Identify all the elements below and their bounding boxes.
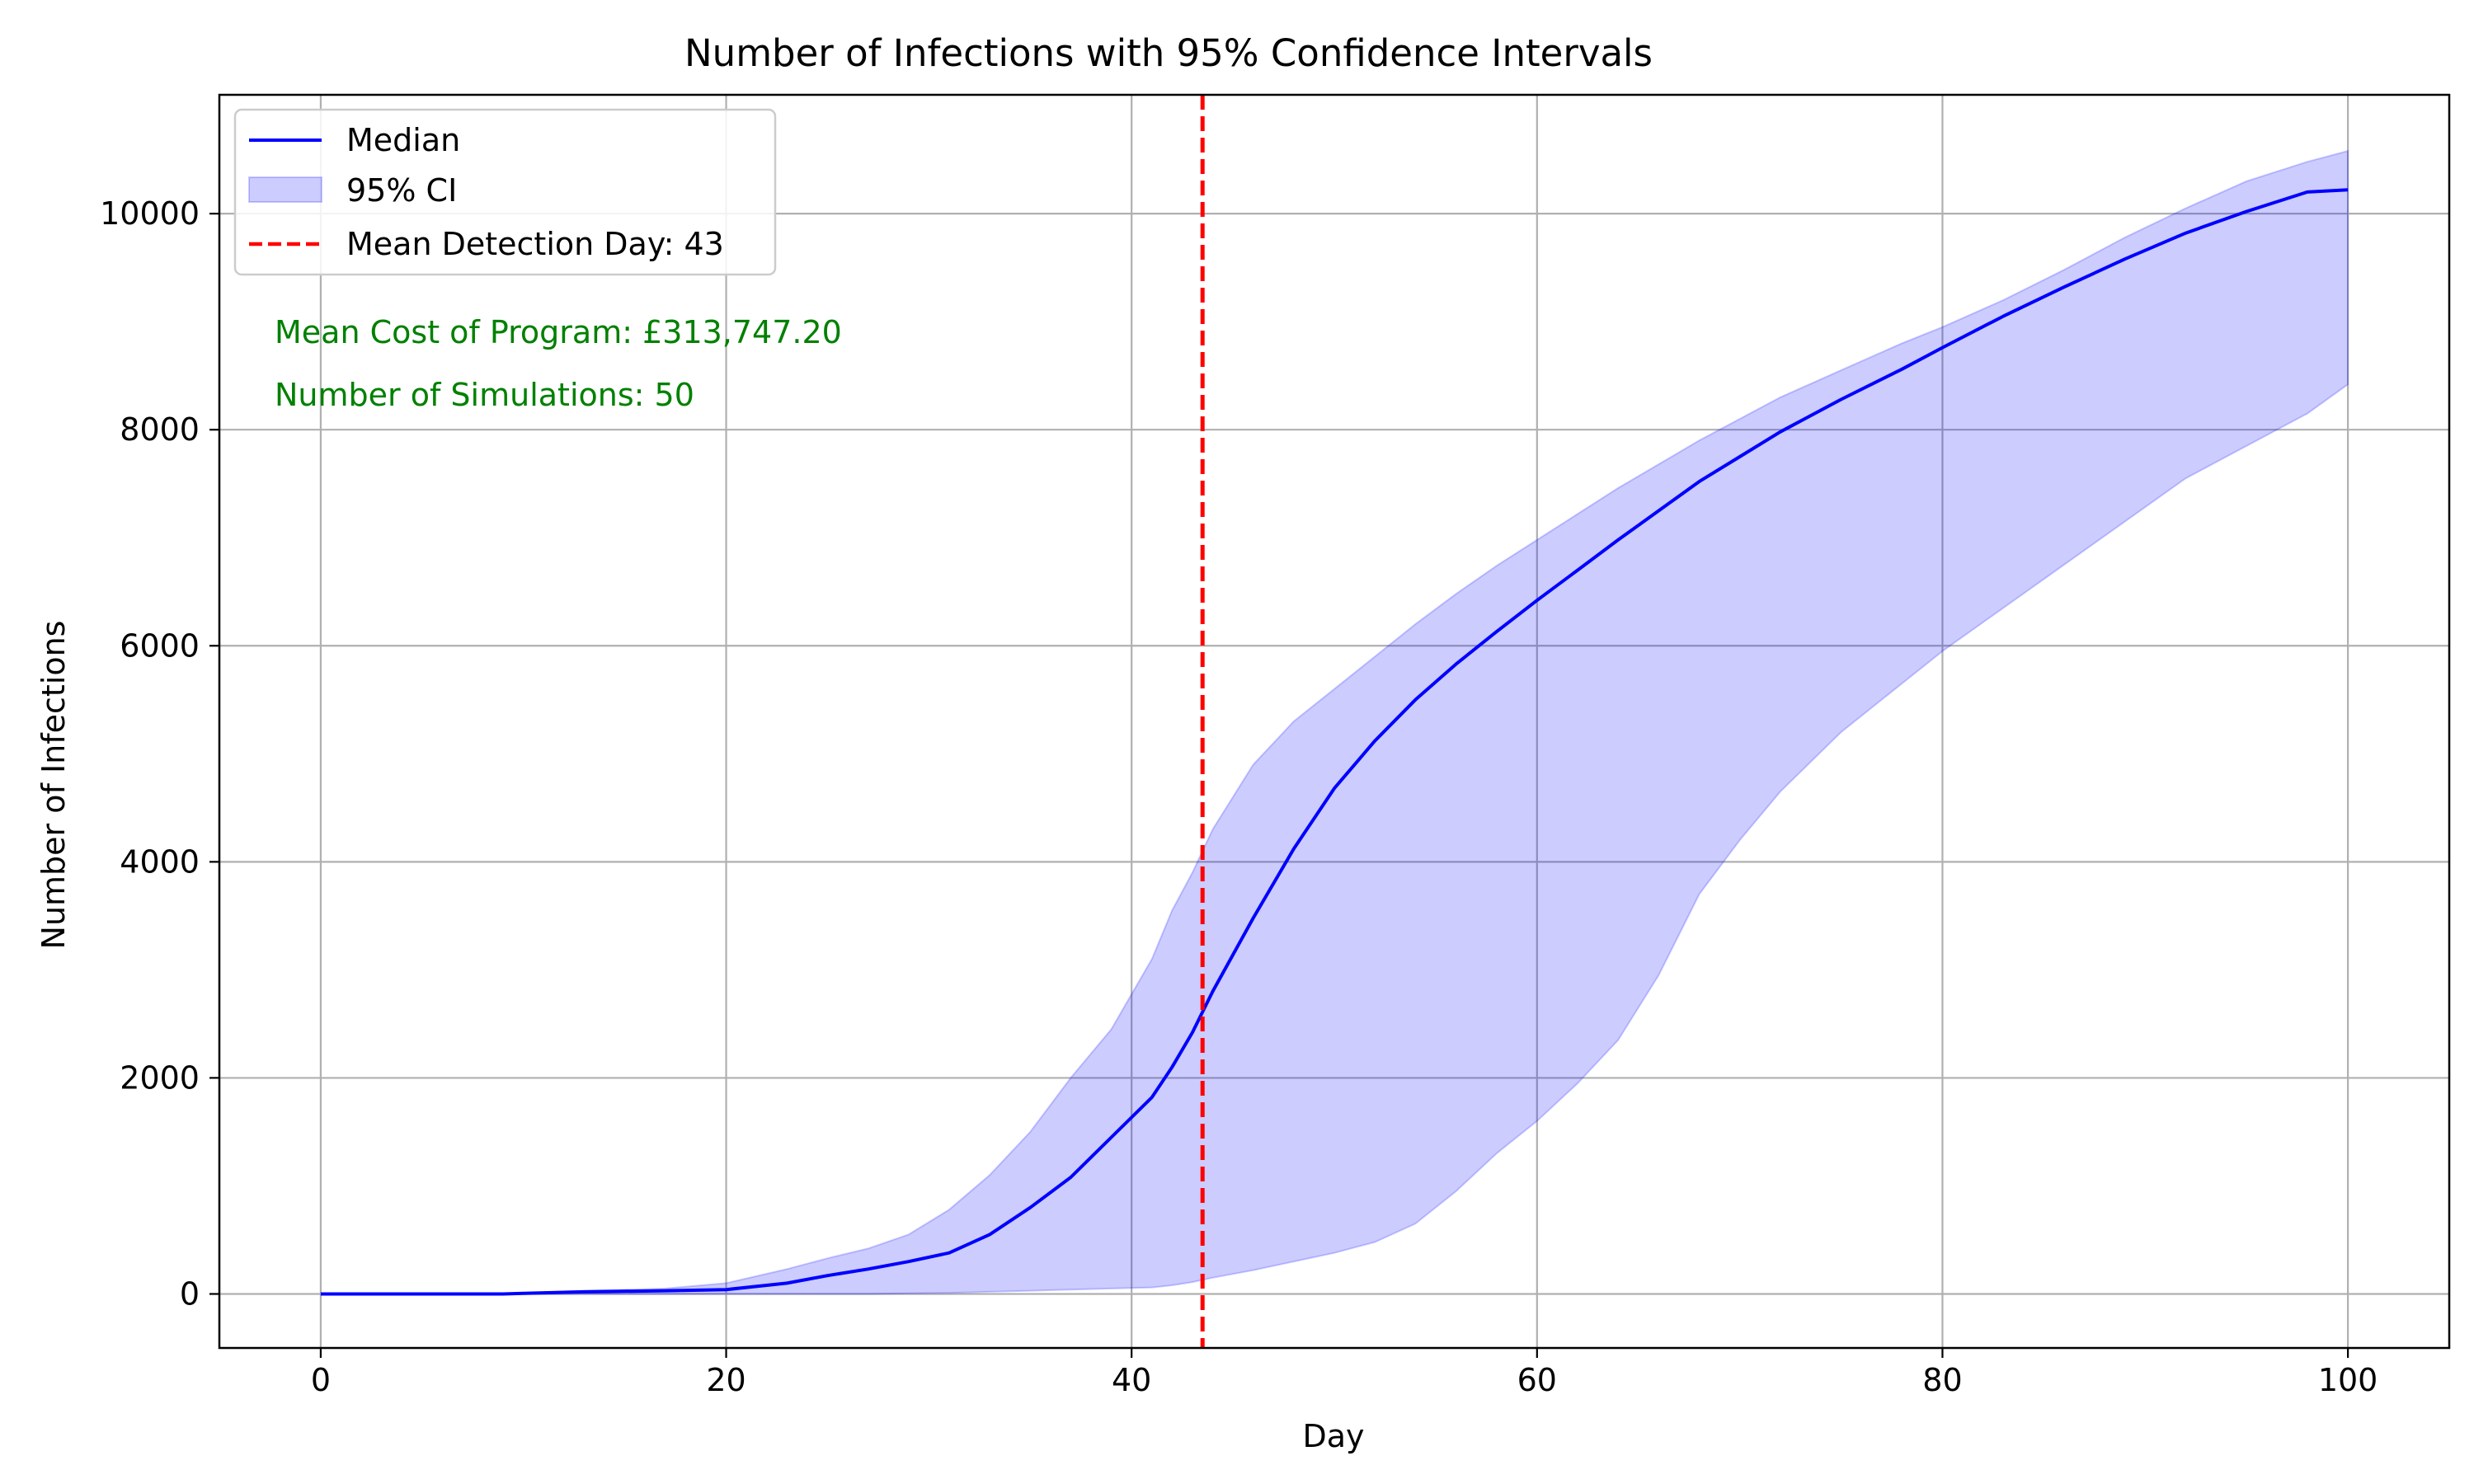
x-tick-label: 20: [706, 1362, 745, 1398]
y-axis-label: Number of Infections: [35, 621, 72, 950]
chart-title: Number of Infections with 95% Confidence…: [684, 31, 1653, 75]
x-tick-label: 80: [1922, 1362, 1962, 1398]
median-line: [320, 188, 2349, 1296]
x-tick-label: 100: [2318, 1362, 2378, 1398]
x-axis-ticks: 0 20 40 60 80 100: [311, 1348, 2378, 1398]
x-tick-label: 40: [1112, 1362, 1151, 1398]
y-tick-label: 0: [180, 1275, 200, 1312]
grid-layer: [219, 95, 2449, 1348]
legend-median-label: Median: [346, 122, 460, 158]
legend-ci-swatch: [248, 176, 322, 203]
axes-frame: [218, 93, 2451, 1350]
legend: Median 95% CI Mean Detection Day: 43: [233, 108, 777, 276]
x-tick-label: 0: [311, 1362, 331, 1398]
legend-ci-label: 95% CI: [346, 172, 457, 209]
y-tick-label: 2000: [120, 1059, 200, 1096]
y-tick-label: 6000: [120, 627, 200, 664]
ci-band: [320, 149, 2349, 1295]
legend-box: [233, 108, 777, 276]
y-tick-label: 4000: [120, 843, 200, 880]
y-axis-ticks: 0 2000 4000 6000 8000 10000: [100, 195, 219, 1312]
legend-detection-label: Mean Detection Day: 43: [346, 226, 724, 262]
plot-area: [218, 93, 2451, 1350]
mean-cost-annotation: Mean Cost of Program: £313,747.20: [275, 314, 842, 350]
x-tick-label: 60: [1517, 1362, 1557, 1398]
y-tick-label: 10000: [100, 195, 200, 232]
simulations-annotation: Number of Simulations: 50: [275, 377, 694, 413]
y-tick-label: 8000: [120, 411, 200, 448]
x-axis-label: Day: [1302, 1418, 1364, 1454]
